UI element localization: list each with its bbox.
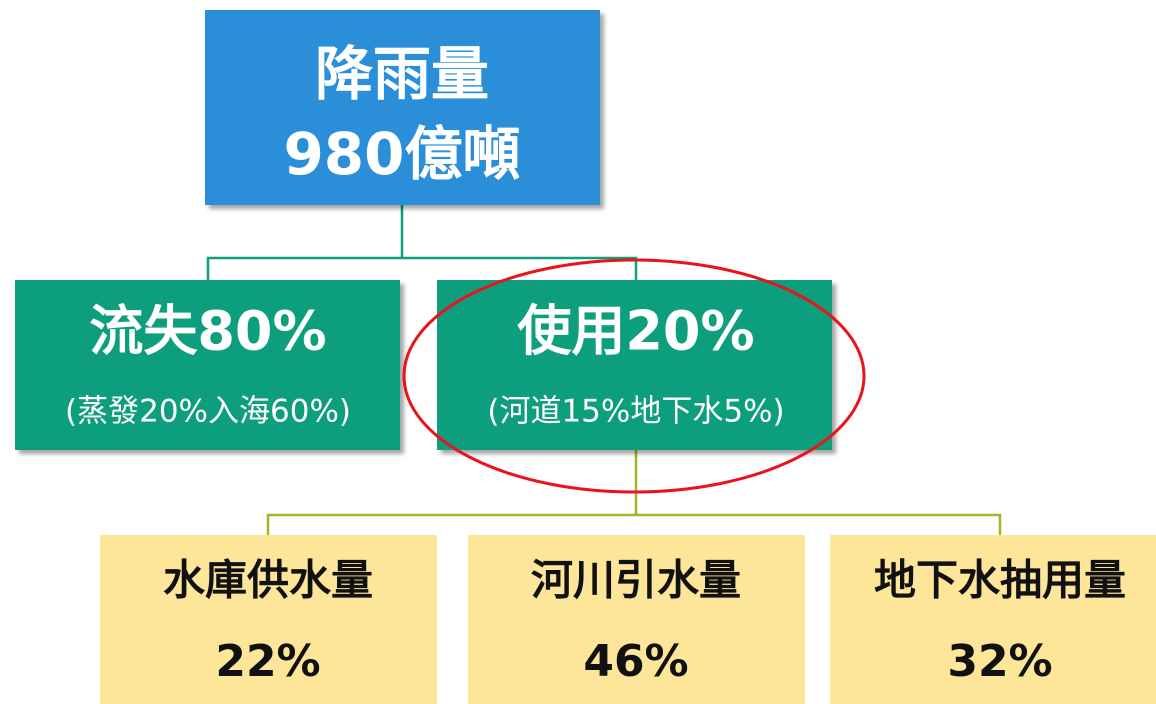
node-subtitle: 980億噸 bbox=[283, 120, 520, 188]
node-subtitle: 46% bbox=[583, 636, 688, 687]
node-box bbox=[15, 280, 400, 450]
node-title: 降雨量 bbox=[315, 40, 489, 108]
node-title: 使用20% bbox=[517, 300, 754, 363]
node-subtitle: (蒸發20%入海60%) bbox=[65, 394, 351, 430]
node-subtitle: 22% bbox=[215, 636, 320, 687]
connector-bottom bbox=[266, 450, 1002, 535]
node-box bbox=[100, 535, 437, 704]
connectors bbox=[206, 205, 1002, 535]
node-subtitle: 32% bbox=[947, 636, 1052, 687]
node-box bbox=[437, 280, 832, 450]
node-box bbox=[468, 535, 805, 704]
node-title: 河川引水量 bbox=[531, 556, 741, 605]
node-title: 地下水抽用量 bbox=[874, 556, 1126, 605]
node-title: 水庫供水量 bbox=[163, 556, 373, 605]
node-subtitle: (河道15%地下水5%) bbox=[487, 394, 784, 430]
node-title: 流失80% bbox=[89, 300, 326, 363]
highlight-ellipse bbox=[402, 258, 866, 494]
node-box bbox=[205, 10, 600, 205]
connector-top bbox=[206, 205, 638, 280]
node-box bbox=[830, 535, 1156, 704]
